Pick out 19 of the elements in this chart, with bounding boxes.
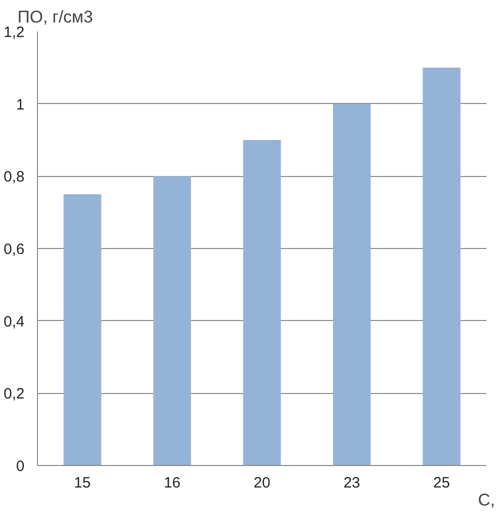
y-tick-label: 1	[16, 96, 24, 114]
x-tick-label: 25	[433, 474, 450, 492]
y-axis-title: ПО, г/см3	[18, 8, 93, 26]
bar	[64, 194, 102, 466]
bar	[422, 68, 460, 466]
y-tick-label: 0	[16, 458, 24, 475]
bar	[243, 140, 281, 466]
x-tick-label: 16	[164, 474, 181, 492]
x-tick-label: 23	[343, 474, 360, 492]
y-tick-label: 0,2	[4, 386, 25, 403]
y-tick-label: 0,6	[4, 241, 25, 258]
y-tick-label: 1,2	[4, 24, 25, 41]
bar	[332, 104, 371, 466]
y-tick-label: 0,8	[4, 168, 25, 186]
bar	[153, 176, 192, 466]
x-axis-title: С,	[478, 490, 495, 510]
x-tick-label: 20	[254, 474, 270, 492]
y-tick-label: 0,4	[4, 313, 25, 330]
x-tick-label: 15	[74, 474, 91, 492]
